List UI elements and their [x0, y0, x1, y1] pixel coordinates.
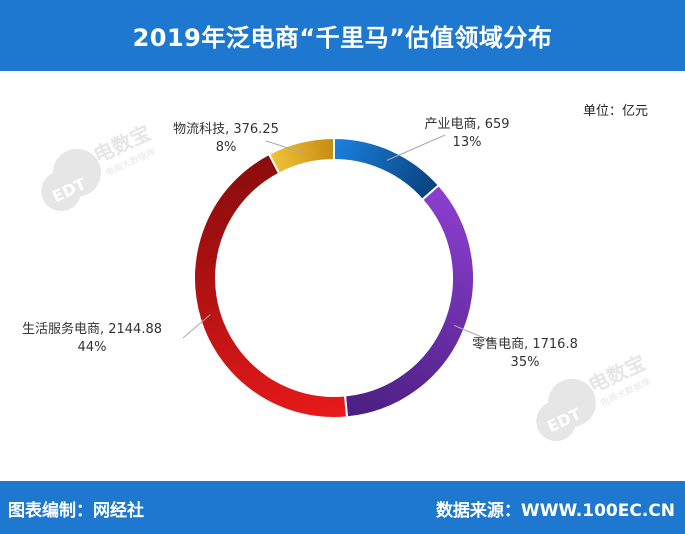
- footer-compiler: 图表编制：网经社: [8, 501, 144, 521]
- slice-pct-3: 8%: [216, 140, 237, 155]
- slice-label-1: 零售电商, 1716.8: [472, 336, 578, 352]
- unit-label: 单位：亿元: [583, 104, 649, 119]
- footer-source: 数据来源：WWW.100EC.CN: [435, 501, 675, 521]
- donut-slice-0: [333, 136, 441, 202]
- donut-chart: 产业电商, 659 13% 零售电商, 1716.8 35% 生活服务电商, 2144.…: [22, 117, 578, 419]
- slice-pct-2: 44%: [78, 340, 107, 355]
- donut-slice-2: [193, 152, 349, 419]
- watermark-logo-1: EDT 电数宝 电商大数据库: [41, 120, 157, 212]
- chart-title-bar: 2019年泛电商“千里马”估值领域分布: [0, 0, 685, 71]
- leader-line-0: [386, 134, 446, 161]
- donut-slice-3: [267, 136, 335, 175]
- footer-bar: 图表编制：网经社 数据来源：WWW.100EC.CN: [0, 481, 685, 534]
- slice-pct-0: 13%: [453, 135, 482, 150]
- watermark-logo-2: EDT 电数宝 电商大数据库: [536, 350, 652, 442]
- donut-slice-1: [343, 183, 475, 419]
- slice-pct-1: 35%: [511, 355, 540, 370]
- leader-line-1: [453, 324, 497, 344]
- slice-label-3: 物流科技, 376.25: [173, 122, 279, 137]
- chart-title: 2019年泛电商“千里马”估值领域分布: [132, 24, 553, 52]
- leader-line-3: [265, 140, 304, 154]
- leader-line-2: [182, 314, 211, 339]
- slice-label-2: 生活服务电商, 2144.88: [22, 321, 162, 337]
- slice-label-0: 产业电商, 659: [424, 117, 509, 132]
